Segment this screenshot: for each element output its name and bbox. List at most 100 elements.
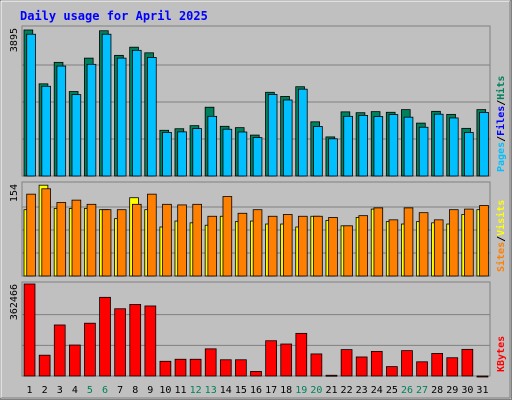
bar-kbytes-day-27	[416, 361, 428, 377]
bar-pages-day-31	[479, 112, 489, 177]
bar-pages-day-4	[71, 94, 82, 177]
x-tick-label-day-5: 5	[87, 385, 93, 396]
x-tick-label-day-11: 11	[174, 385, 186, 396]
x-tick-label-day-24: 24	[371, 385, 383, 396]
bar-kbytes-day-25	[386, 366, 398, 377]
bar-pages-day-29	[449, 117, 459, 177]
legend-visits: Visits	[495, 200, 507, 236]
bar-pages-day-12	[192, 128, 202, 177]
x-tick-label-day-18: 18	[280, 385, 292, 396]
bar-sites-day-24	[373, 207, 384, 277]
bar-pages-day-1	[26, 33, 36, 177]
bar-kbytes-day-4	[69, 344, 81, 377]
x-tick-label-day-17: 17	[265, 385, 277, 396]
bar-kbytes-day-23	[355, 356, 368, 377]
x-tick-label-day-10: 10	[159, 385, 171, 396]
bar-kbytes-day-22	[340, 349, 353, 377]
bar-sites-day-1	[26, 193, 36, 277]
bar-pages-day-19	[298, 88, 308, 177]
bar-kbytes-day-14	[219, 359, 232, 377]
bar-kbytes-day-15	[235, 359, 247, 377]
bar-sites-day-7	[116, 209, 127, 277]
x-tick-label-day-12: 12	[190, 385, 202, 396]
bar-kbytes-day-16	[250, 371, 262, 377]
bar-pages-day-28	[433, 113, 444, 177]
bar-pages-day-10	[162, 131, 172, 177]
x-tick-label-day-3: 3	[57, 385, 63, 396]
bar-kbytes-day-12	[189, 358, 202, 377]
x-tick-label-day-14: 14	[220, 385, 232, 396]
bar-kbytes-day-13	[204, 348, 217, 377]
bar-kbytes-day-21	[325, 374, 338, 377]
panel-visits-sites: 154 Sites/Visits	[9, 181, 507, 277]
bar-pages-day-15	[237, 131, 248, 177]
bar-kbytes-day-5	[84, 322, 96, 377]
bar-sites-day-15	[237, 212, 248, 277]
x-tick-label-day-4: 4	[72, 385, 78, 396]
bar-sites-day-18	[282, 214, 293, 277]
x-tick-label-day-19: 19	[295, 385, 307, 396]
bar-sites-day-16	[252, 209, 263, 277]
bar-pages-day-7	[116, 57, 127, 177]
bar-sites-day-21	[328, 217, 338, 277]
bar-kbytes-day-28	[431, 353, 444, 377]
legend-separator: /	[496, 136, 507, 142]
x-tick-label-day-2: 2	[42, 385, 48, 396]
bar-pages-day-5	[86, 63, 97, 177]
legend-files: Files	[495, 106, 507, 136]
x-tick-label-day-9: 9	[147, 385, 153, 396]
x-axis-labels: 1 2 3 4 5 6 7 8 9 10 11 12 13 14 15 16 17 18 19 20 21 22 23 24 2…	[27, 385, 489, 396]
series-sites	[26, 188, 489, 277]
legend-hits: Hits	[495, 76, 507, 100]
legend-separator: /	[496, 100, 507, 106]
x-tick-label-day-15: 15	[235, 385, 247, 396]
bar-kbytes-day-20	[310, 353, 323, 377]
panel-visits-sites-ymax-label: 154	[9, 184, 20, 202]
bar-kbytes-day-3	[53, 324, 66, 377]
x-tick-label-day-29: 29	[446, 385, 458, 396]
bar-pages-day-8	[131, 49, 142, 177]
bar-sites-day-19	[298, 215, 308, 277]
x-tick-label-day-27: 27	[416, 385, 428, 396]
bar-pages-day-23	[358, 114, 369, 177]
panel-hits-files-pages-ymax-label: 3895	[9, 28, 20, 52]
bar-sites-day-2	[41, 188, 51, 277]
panel-kbytes-legend: KBytes	[496, 336, 507, 372]
bar-sites-day-20	[313, 215, 323, 277]
bar-sites-day-22	[343, 225, 353, 277]
bar-kbytes-day-10	[159, 360, 172, 377]
chart-panels: 3895Pages/Files/Hits154Sites/Visits36246…	[9, 25, 507, 378]
x-tick-label-day-20: 20	[310, 385, 322, 396]
bar-pages-day-11	[177, 131, 187, 177]
bar-kbytes-day-11	[174, 358, 187, 377]
x-tick-label-day-16: 16	[250, 385, 262, 396]
bar-sites-day-31	[479, 205, 489, 277]
series-kbytes	[23, 283, 489, 378]
bar-sites-day-12	[192, 203, 202, 277]
bar-sites-day-30	[464, 208, 474, 277]
bar-sites-day-17	[267, 215, 278, 277]
bar-kbytes-day-7	[114, 308, 126, 377]
bar-kbytes-day-30	[461, 348, 474, 377]
bar-pages-day-13	[207, 115, 218, 177]
bar-pages-day-9	[147, 57, 157, 177]
bar-sites-day-14	[222, 196, 233, 277]
chart-title: Daily usage for April 2025	[20, 9, 208, 23]
x-tick-label-day-31: 31	[476, 385, 488, 396]
x-tick-label-day-26: 26	[401, 385, 413, 396]
panel-kbytes-ymax-label: 362466	[9, 284, 20, 320]
legend-pages: Pages	[496, 142, 507, 172]
x-tick-label-day-13: 13	[205, 385, 217, 396]
bar-kbytes-day-2	[38, 354, 51, 377]
bar-pages-day-20	[313, 126, 323, 177]
bar-sites-day-3	[56, 202, 67, 277]
legend-sites: Sites	[495, 242, 507, 272]
bar-sites-day-11	[177, 204, 187, 277]
series-pages	[26, 33, 489, 177]
panel-kbytes: 362466 KBytes	[9, 281, 507, 378]
bar-pages-day-22	[343, 115, 353, 177]
bar-kbytes-day-6	[99, 296, 111, 377]
bar-sites-day-29	[449, 209, 459, 277]
legend-kbytes: KBytes	[496, 336, 507, 372]
